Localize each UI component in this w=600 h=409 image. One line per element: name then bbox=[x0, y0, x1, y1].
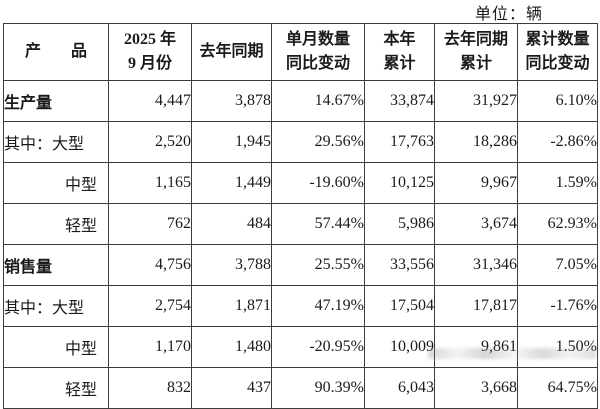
table-row-production-total: 生产量 4,447 3,878 14.67% 33,874 31,927 6.1… bbox=[3, 80, 598, 122]
header-monthly-yoy-change: 单月数量 同比变动 bbox=[271, 23, 365, 81]
value-cell: 62.93% bbox=[517, 203, 598, 245]
value-cell: 1,165 bbox=[108, 162, 192, 204]
table-row-sales-total: 销售量 4,756 3,788 25.55% 33,556 31,346 7.0… bbox=[3, 244, 598, 286]
value-cell: -19.60% bbox=[271, 162, 365, 204]
value-cell: 10,009 bbox=[364, 326, 435, 368]
row-label: 销售量 bbox=[3, 244, 109, 286]
value-cell: 1.50% bbox=[517, 326, 598, 368]
value-cell: 10,125 bbox=[364, 162, 435, 204]
table-row-production-light: 轻型 762 484 57.44% 5,986 3,674 62.93% bbox=[3, 203, 598, 245]
value-cell: 1,480 bbox=[191, 326, 272, 368]
value-cell: 64.75% bbox=[517, 367, 598, 409]
unit-label: 单位：辆 bbox=[474, 6, 543, 23]
value-cell: 437 bbox=[191, 367, 272, 409]
value-cell: 3,878 bbox=[191, 80, 272, 122]
table-row-sales-large: 其中：大型 2,754 1,871 47.19% 17,504 17,817 -… bbox=[3, 285, 598, 327]
value-cell: 6.10% bbox=[517, 80, 598, 122]
value-cell: 17,763 bbox=[364, 121, 435, 163]
row-label: 其中：大型 bbox=[3, 285, 109, 327]
value-cell: 4,756 bbox=[108, 244, 192, 286]
value-cell: 6,043 bbox=[364, 367, 435, 409]
value-cell: 1,449 bbox=[191, 162, 272, 204]
header-last-year-ytd-total: 去年同期 累计 bbox=[434, 23, 518, 81]
row-label: 中型 bbox=[3, 162, 109, 204]
header-last-year-same-period: 去年同期 bbox=[191, 23, 272, 81]
value-cell: 31,346 bbox=[434, 244, 518, 286]
value-cell: 832 bbox=[108, 367, 192, 409]
value-cell: 2,520 bbox=[108, 121, 192, 163]
header-row: 产 品 2025 年 9 月份 去年同期 单月数量 同比变动 本年 累计 去年同… bbox=[3, 23, 598, 81]
header-cumulative-yoy-change: 累计数量 同比变动 bbox=[517, 23, 598, 81]
table-row-sales-light: 轻型 832 437 90.39% 6,043 3,668 64.75% bbox=[3, 367, 598, 409]
production-sales-table: 产 品 2025 年 9 月份 去年同期 单月数量 同比变动 本年 累计 去年同… bbox=[3, 23, 598, 409]
value-cell: 14.67% bbox=[271, 80, 365, 122]
value-cell: 31,927 bbox=[434, 80, 518, 122]
value-cell: 29.56% bbox=[271, 121, 365, 163]
row-label: 轻型 bbox=[3, 367, 109, 409]
value-cell: 17,504 bbox=[364, 285, 435, 327]
value-cell: 1,170 bbox=[108, 326, 192, 368]
value-cell: 3,668 bbox=[434, 367, 518, 409]
value-cell: 33,874 bbox=[364, 80, 435, 122]
value-cell: 1.59% bbox=[517, 162, 598, 204]
value-cell: 90.39% bbox=[271, 367, 365, 409]
header-month-2025-09: 2025 年 9 月份 bbox=[108, 23, 192, 81]
header-ytd-total: 本年 累计 bbox=[364, 23, 435, 81]
value-cell: 1,871 bbox=[191, 285, 272, 327]
value-cell: 9,861 bbox=[434, 326, 518, 368]
value-cell: 33,556 bbox=[364, 244, 435, 286]
value-cell: 3,788 bbox=[191, 244, 272, 286]
value-cell: 4,447 bbox=[108, 80, 192, 122]
value-cell: 1,945 bbox=[191, 121, 272, 163]
value-cell: 17,817 bbox=[434, 285, 518, 327]
value-cell: 484 bbox=[191, 203, 272, 245]
value-cell: 2,754 bbox=[108, 285, 192, 327]
row-label: 其中：大型 bbox=[3, 121, 109, 163]
value-cell: 7.05% bbox=[517, 244, 598, 286]
table-row-production-large: 其中：大型 2,520 1,945 29.56% 17,763 18,286 -… bbox=[3, 121, 598, 163]
value-cell: 18,286 bbox=[434, 121, 518, 163]
value-cell: 25.55% bbox=[271, 244, 365, 286]
value-cell: 47.19% bbox=[271, 285, 365, 327]
table-header: 产 品 2025 年 9 月份 去年同期 单月数量 同比变动 本年 累计 去年同… bbox=[3, 23, 598, 81]
table-row-sales-medium: 中型 1,170 1,480 -20.95% 10,009 9,861 1.50… bbox=[3, 326, 598, 368]
value-cell: -20.95% bbox=[271, 326, 365, 368]
row-label: 生产量 bbox=[3, 80, 109, 122]
row-label: 中型 bbox=[3, 326, 109, 368]
value-cell: 3,674 bbox=[434, 203, 518, 245]
header-product: 产 品 bbox=[3, 23, 109, 81]
value-cell: 762 bbox=[108, 203, 192, 245]
value-cell: 5,986 bbox=[364, 203, 435, 245]
value-cell: 57.44% bbox=[271, 203, 365, 245]
table-row-production-medium: 中型 1,165 1,449 -19.60% 10,125 9,967 1.59… bbox=[3, 162, 598, 204]
value-cell: -2.86% bbox=[517, 121, 598, 163]
value-cell: -1.76% bbox=[517, 285, 598, 327]
row-label: 轻型 bbox=[3, 203, 109, 245]
value-cell: 9,967 bbox=[434, 162, 518, 204]
